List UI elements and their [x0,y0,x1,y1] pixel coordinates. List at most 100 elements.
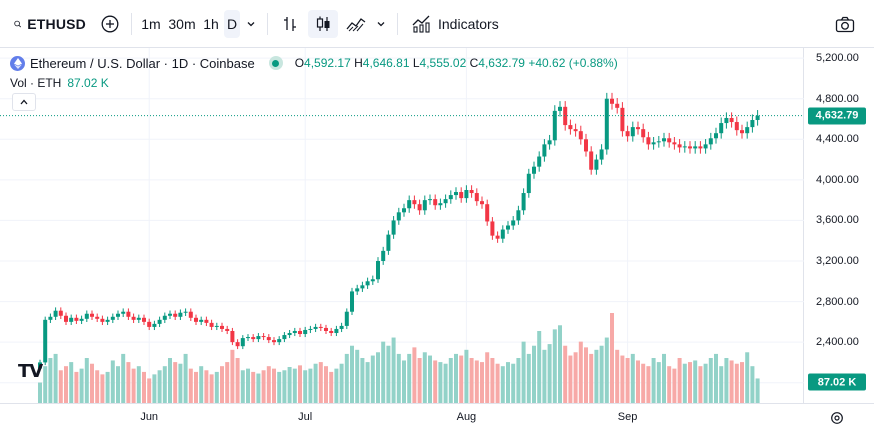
candle-body [521,193,526,211]
volume-bar [381,341,386,403]
candlestick-chart[interactable] [0,48,804,403]
volume-bar [443,363,448,403]
compare-symbol-button[interactable] [96,10,124,38]
candle-body [755,115,760,121]
volume-bar [240,370,245,403]
volume-bar [287,367,292,403]
time-tick-label: Aug [456,411,477,423]
candle-body [292,330,297,334]
interval-30m-button[interactable]: 30m [166,10,198,38]
volume-bar [662,353,666,403]
volume-bar [438,362,443,403]
candle-body [625,131,630,137]
volume-bar [740,362,744,403]
volume-bar [578,341,583,403]
open-value: 4,592.17 [304,56,351,70]
volume-bar [573,352,578,403]
volume-bar [563,345,568,403]
volume-bar [168,358,172,403]
candle-body [282,335,287,340]
settings-gear-icon[interactable] [830,411,844,425]
volume-bar [693,360,698,403]
candle-body [672,142,677,145]
candle-body [511,220,516,226]
snapshot-button[interactable] [830,10,860,38]
volume-bar [136,366,141,403]
volume-bar [412,347,417,403]
interval-d-button[interactable]: D [224,10,240,38]
volume-bar [532,345,536,403]
interval-1h-button[interactable]: 1h [199,10,223,38]
candle-body [214,325,219,327]
volume-bar [620,355,625,403]
volume-bar [69,362,74,403]
candle-body [256,336,261,340]
last-volume-tag: 87.02 K [808,373,866,391]
candle-body [355,288,360,292]
candle-body [246,337,250,339]
market-open-status-icon [268,56,283,70]
candle-body [662,138,666,142]
volume-bar [688,362,692,403]
interval-label: 30m [168,16,196,32]
volume-bar [256,373,261,403]
volume-bar [188,368,193,403]
candle-body [740,130,744,134]
volume-bar [204,370,209,403]
volume-bar [277,371,282,403]
ohlc-values: O4,592.17 H4,646.81 L4,555.02 C4,632.79 … [294,56,618,70]
volume-bar [641,363,646,403]
volume-bar [370,355,375,403]
volume-bar [282,370,287,403]
candle-body [469,190,474,194]
symbol-title[interactable]: Ethereum / U.S. Dollar · 1D · Coinbase [30,55,255,71]
volume-bar [157,370,162,403]
volume-bar [126,362,131,403]
volume-bar [162,366,167,403]
volume-bar [485,352,490,403]
interval-1m-button[interactable]: 1m [138,10,164,38]
price-tick-label: 3,200.00 [816,255,859,267]
close-value: 4,632.79 [478,56,525,70]
volume-value: 87.02 K [67,76,109,90]
interval-dropdown-button[interactable] [242,10,260,38]
volume-bar [303,370,308,403]
candles-style-button[interactable] [308,10,338,38]
candle-body [48,316,53,320]
candle-body [698,146,703,149]
price-axis[interactable]: 5,200.00 4,800.00 4,400.00 4,000.00 3,600.00… [804,48,874,403]
symbol-label: ETHUSD [27,16,86,32]
chart-pane[interactable]: 5,200.00 4,800.00 4,400.00 4,000.00 3,600.00… [0,48,874,431]
collapse-legend-button[interactable] [12,93,36,111]
candle-body [142,317,146,322]
candle-body [480,201,484,205]
time-tick-label: Sep [617,411,638,423]
volume-bar [568,355,573,403]
volume-bar [376,352,380,403]
candle-body [646,137,651,145]
interval-label: 1m [141,16,161,32]
candle-body [38,362,42,369]
symbol-search-button[interactable]: ETHUSD [6,10,86,38]
area-style-button[interactable] [342,10,370,38]
time-axis[interactable]: Jun Jul Aug Sep [0,403,874,431]
bars-style-button[interactable] [276,10,304,38]
volume-bar [552,329,557,403]
candle-body [126,311,131,317]
volume-bar [615,349,620,403]
candle-body [719,123,724,134]
volume-bar [454,353,458,403]
indicators-button[interactable]: Indicators [406,10,502,38]
chart-style-dropdown-button[interactable] [372,10,390,38]
volume-bar [58,370,63,403]
tradingview-logo[interactable]: TV [18,361,43,382]
candle-body [584,139,588,152]
candle-body [95,316,100,319]
candle-body [58,310,63,316]
plot-area[interactable] [0,48,804,403]
indicators-icon [412,15,430,33]
candle-body [188,311,193,318]
candle-body [620,107,625,132]
volume-bar [334,368,339,403]
candle-body [750,120,755,128]
